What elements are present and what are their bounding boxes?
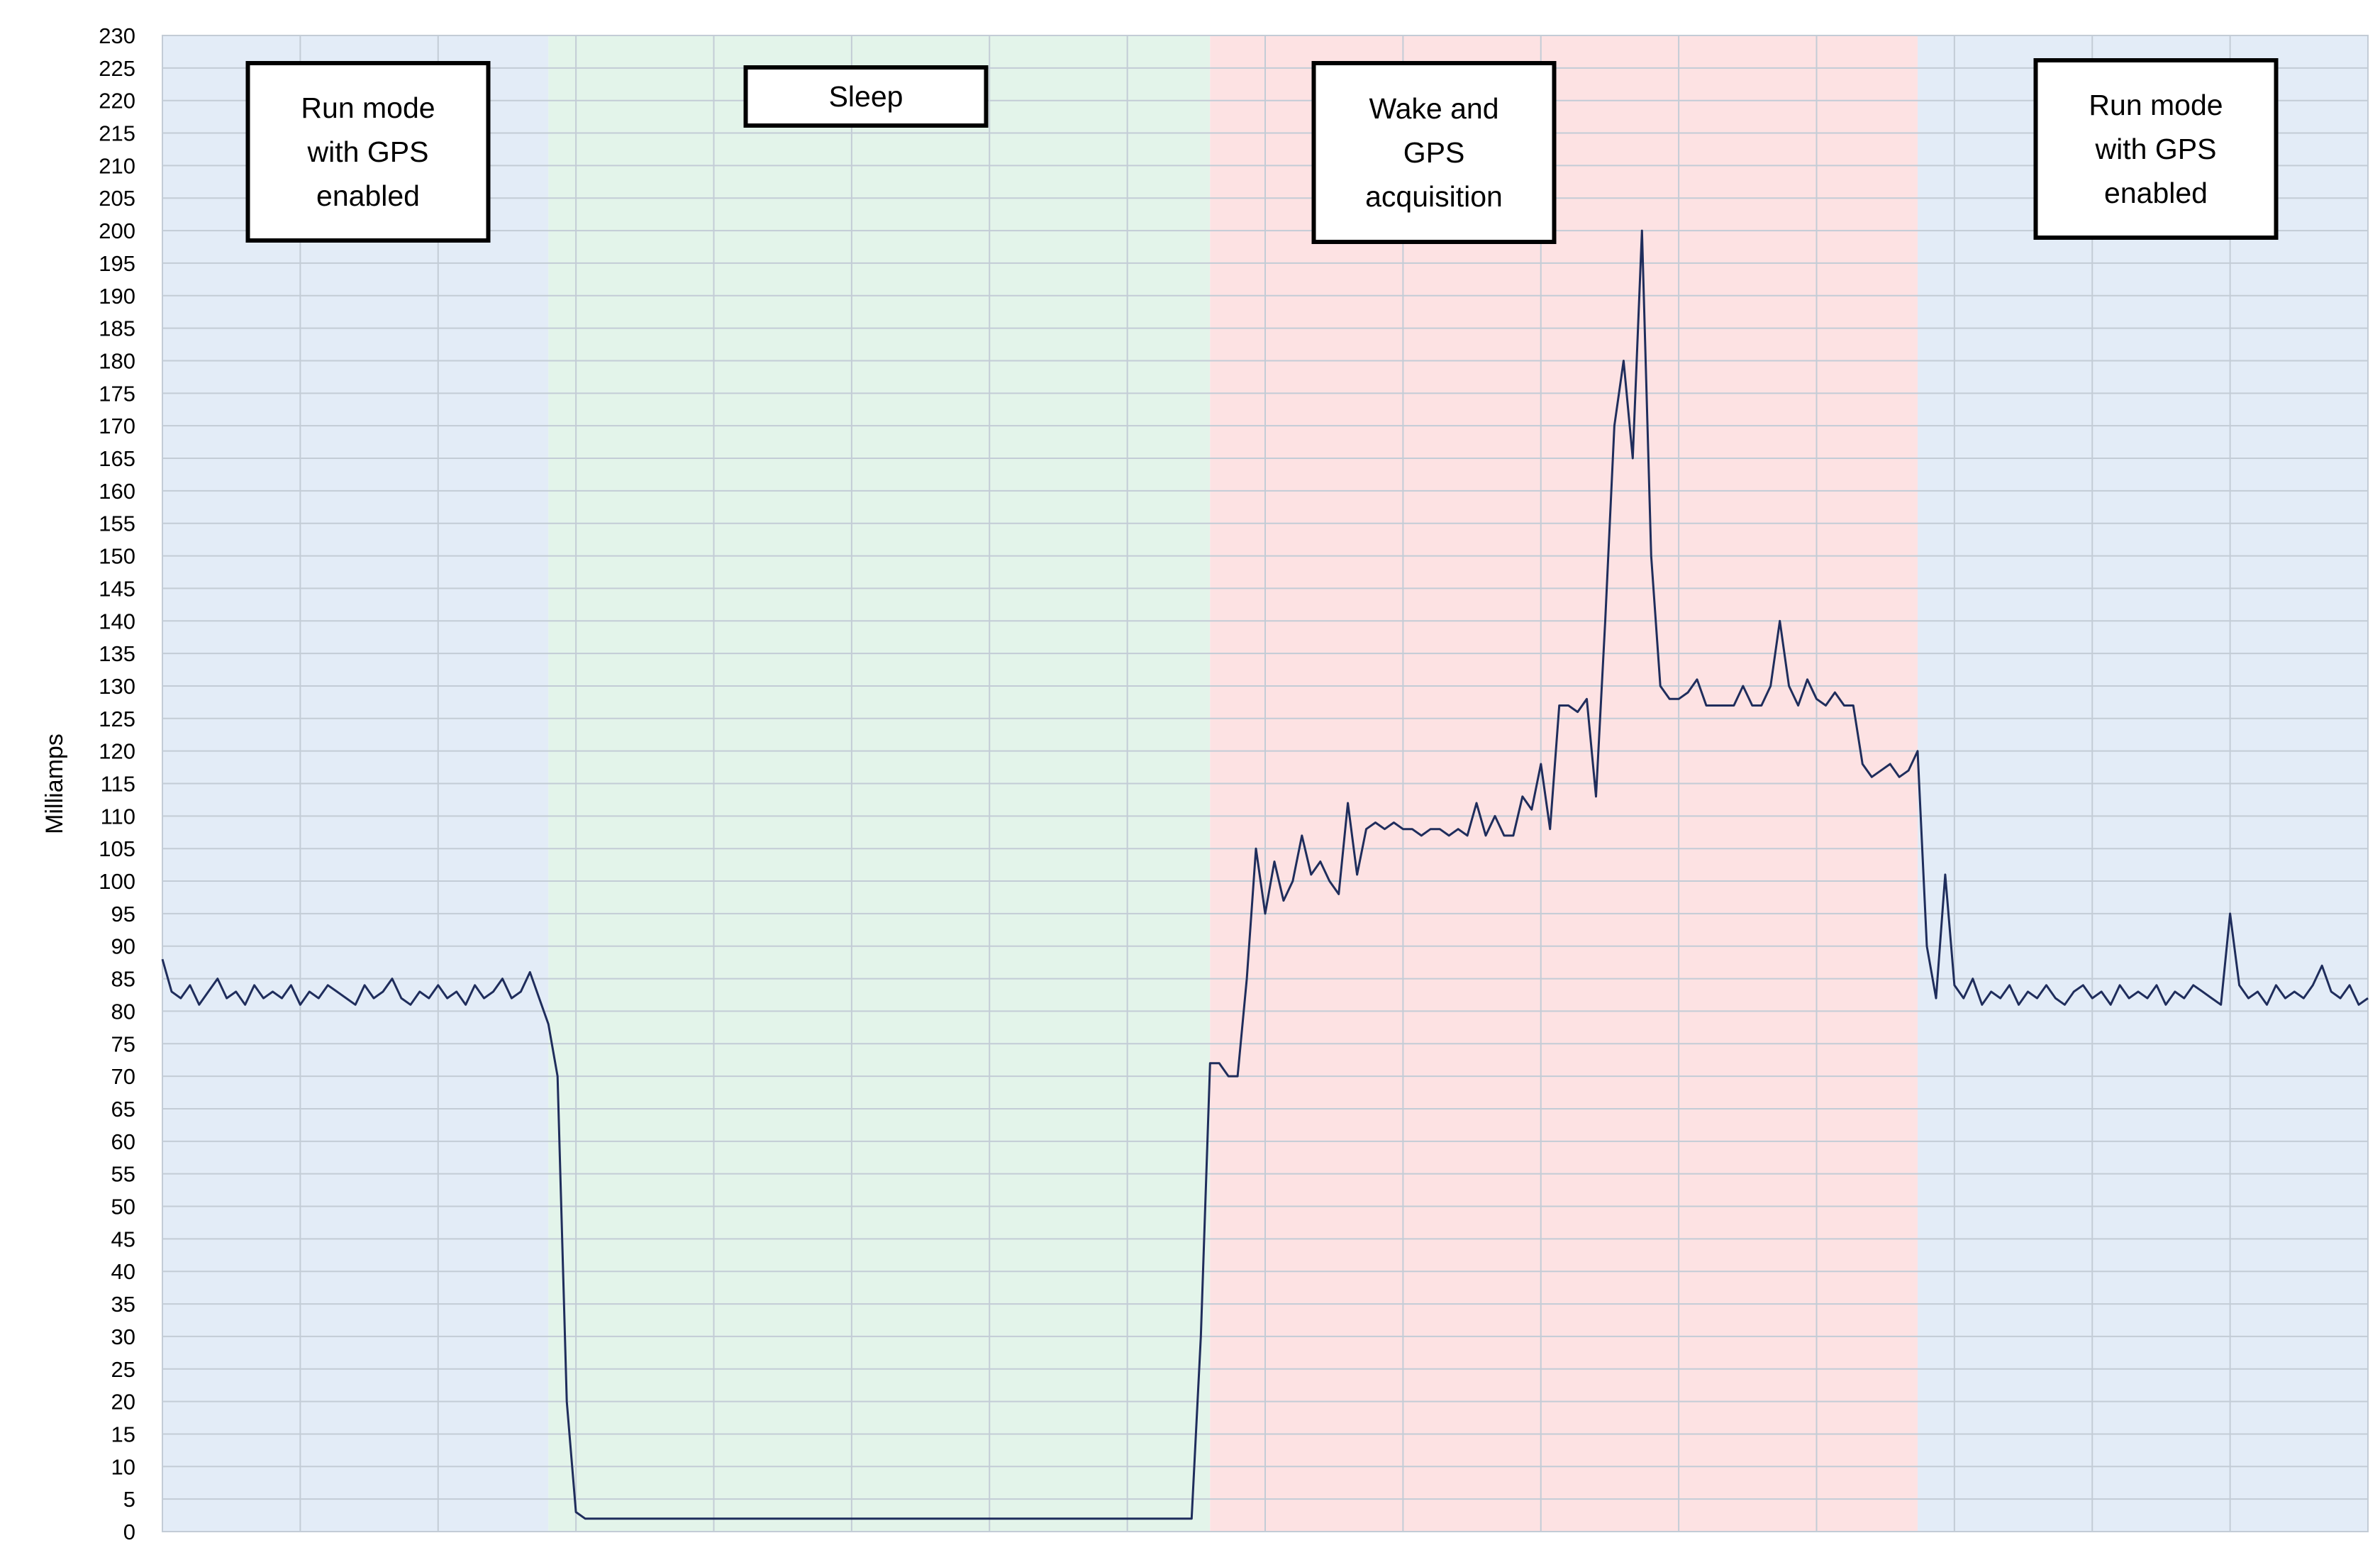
y-tick-label: 80 — [111, 999, 135, 1024]
y-tick-label: 225 — [99, 56, 135, 81]
y-tick-label: 155 — [99, 511, 135, 536]
annotation-box — [1311, 61, 1557, 244]
y-tick-label: 65 — [111, 1097, 135, 1122]
y-tick-label: 60 — [111, 1129, 135, 1154]
y-tick-label: 205 — [99, 186, 135, 211]
annotation-text: with GPS — [2095, 133, 2217, 165]
y-tick-label: 120 — [99, 739, 135, 764]
y-tick-label: 175 — [99, 381, 135, 406]
series — [161, 229, 2369, 1520]
y-tick-label: 95 — [111, 902, 135, 926]
y-tick-label: 130 — [99, 674, 135, 699]
plot-border — [162, 35, 2369, 1532]
y-tick-label: 185 — [99, 316, 135, 341]
y-tick-label: 220 — [99, 89, 135, 114]
annotation-text: with GPS — [307, 135, 429, 168]
annotation-text: Sleep — [829, 80, 903, 113]
y-axis-label: Milliamps — [41, 734, 68, 834]
y-tick-label: 145 — [99, 576, 135, 601]
annotation-text: Run mode — [2089, 89, 2223, 121]
y-tick-label: 150 — [99, 544, 135, 569]
grid — [162, 35, 2369, 1532]
annotation-text: enabled — [316, 179, 420, 212]
y-tick-label: 45 — [111, 1227, 135, 1251]
y-tick-label: 25 — [111, 1357, 135, 1382]
y-tick-label: 75 — [111, 1031, 135, 1056]
y-tick-label: 20 — [111, 1390, 135, 1415]
y-tick-label: 160 — [99, 479, 135, 504]
annotation-text: Run mode — [301, 92, 435, 124]
y-tick-label: 170 — [99, 414, 135, 438]
y-tick-label: 210 — [99, 153, 135, 178]
y-tick-label: 5 — [123, 1487, 135, 1512]
y-tick-label: 35 — [111, 1292, 135, 1317]
annotation-box — [2033, 58, 2279, 240]
annotation-text: enabled — [2104, 177, 2208, 209]
annotation-text: Wake and — [1369, 92, 1498, 125]
y-tick-label: 40 — [111, 1259, 135, 1284]
y-tick-label: 200 — [99, 218, 135, 243]
annotation-text: acquisition — [1365, 180, 1503, 213]
y-tick-label: 105 — [99, 836, 135, 861]
y-tick-label: 165 — [99, 446, 135, 471]
annotation-box — [245, 61, 491, 243]
annotation-box — [743, 65, 989, 128]
y-tick-label: 0 — [123, 1520, 135, 1544]
y-tick-label: 190 — [99, 284, 135, 309]
y-tick-label: 50 — [111, 1195, 135, 1219]
y-tick-label: 100 — [99, 869, 135, 894]
y-tick-label: 230 — [99, 23, 135, 48]
annotation-text: GPS — [1403, 136, 1465, 169]
y-tick-label: 70 — [111, 1064, 135, 1089]
y-tick-label: 135 — [99, 641, 135, 666]
y-tick-label: 90 — [111, 934, 135, 959]
y-tick-label: 215 — [99, 121, 135, 146]
y-tick-label: 195 — [99, 251, 135, 276]
y-tick-label: 110 — [101, 804, 135, 829]
y-tick-label: 125 — [99, 707, 135, 731]
y-tick-label: 15 — [111, 1422, 135, 1446]
labels: 0 5 10 15 20 25 30 35 40 45 50 55 60 65 70 75 80 85 90 95 10… — [99, 23, 2279, 1544]
y-tick-label: 140 — [99, 609, 135, 633]
y-tick-label: 115 — [101, 772, 135, 797]
data-line — [161, 229, 2369, 1520]
y-tick-label: 10 — [111, 1454, 135, 1479]
y-tick-label: 180 — [99, 348, 135, 373]
y-tick-label: 85 — [111, 967, 135, 992]
y-tick-label: 30 — [111, 1324, 135, 1349]
y-tick-label: 55 — [111, 1162, 135, 1187]
